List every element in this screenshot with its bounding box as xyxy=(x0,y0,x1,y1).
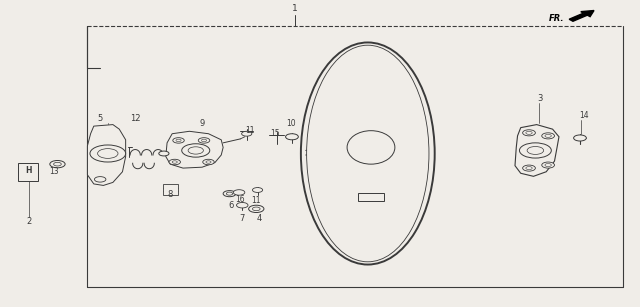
Circle shape xyxy=(242,131,252,136)
Circle shape xyxy=(377,149,388,155)
Circle shape xyxy=(573,135,586,141)
Circle shape xyxy=(50,161,65,168)
Text: 11: 11 xyxy=(252,196,261,205)
Circle shape xyxy=(188,147,204,154)
Text: 1: 1 xyxy=(292,5,298,14)
Polygon shape xyxy=(515,125,559,176)
Circle shape xyxy=(54,162,61,166)
FancyBboxPatch shape xyxy=(18,163,38,181)
Circle shape xyxy=(252,207,260,211)
Circle shape xyxy=(206,161,211,163)
Circle shape xyxy=(159,151,169,156)
Text: 8: 8 xyxy=(168,190,173,199)
Circle shape xyxy=(173,138,184,143)
Text: H: H xyxy=(25,166,31,175)
Circle shape xyxy=(234,190,245,195)
Circle shape xyxy=(172,161,177,163)
Circle shape xyxy=(202,139,207,142)
Text: 3: 3 xyxy=(537,94,543,103)
Circle shape xyxy=(527,146,543,154)
Circle shape xyxy=(523,130,536,136)
Circle shape xyxy=(541,162,554,168)
Circle shape xyxy=(98,149,118,158)
Circle shape xyxy=(285,134,298,140)
Text: 12: 12 xyxy=(130,114,140,123)
Text: 9: 9 xyxy=(200,119,205,128)
Ellipse shape xyxy=(307,45,429,262)
Circle shape xyxy=(526,167,532,170)
Circle shape xyxy=(545,164,551,167)
Text: 10: 10 xyxy=(287,119,296,128)
Circle shape xyxy=(90,145,125,162)
Circle shape xyxy=(365,137,377,142)
Text: 2: 2 xyxy=(26,217,31,227)
Circle shape xyxy=(545,134,551,137)
Text: 5: 5 xyxy=(97,114,103,123)
Circle shape xyxy=(523,165,536,171)
Text: 7: 7 xyxy=(239,214,245,223)
Circle shape xyxy=(95,177,106,182)
Text: FR.: FR. xyxy=(548,14,564,23)
Ellipse shape xyxy=(301,42,435,265)
Circle shape xyxy=(198,138,210,143)
Bar xyxy=(163,184,178,195)
Text: 13: 13 xyxy=(49,167,58,176)
Circle shape xyxy=(252,188,262,192)
Text: 15: 15 xyxy=(271,129,280,138)
Text: 6: 6 xyxy=(228,201,234,210)
Circle shape xyxy=(237,203,248,208)
Text: 14: 14 xyxy=(580,111,589,120)
Circle shape xyxy=(223,191,236,197)
Circle shape xyxy=(541,133,554,139)
Circle shape xyxy=(248,205,264,212)
Text: 16: 16 xyxy=(236,195,245,204)
Circle shape xyxy=(526,131,532,134)
Polygon shape xyxy=(88,125,125,185)
Circle shape xyxy=(227,192,233,195)
Circle shape xyxy=(182,144,210,157)
Bar xyxy=(358,193,384,201)
Ellipse shape xyxy=(347,131,395,164)
Circle shape xyxy=(203,159,214,165)
Text: 11: 11 xyxy=(245,126,255,135)
Circle shape xyxy=(520,143,551,158)
Circle shape xyxy=(176,139,181,142)
Circle shape xyxy=(169,159,180,165)
Polygon shape xyxy=(166,131,223,168)
Text: 4: 4 xyxy=(257,214,262,223)
Circle shape xyxy=(354,149,365,155)
FancyArrow shape xyxy=(569,10,594,21)
